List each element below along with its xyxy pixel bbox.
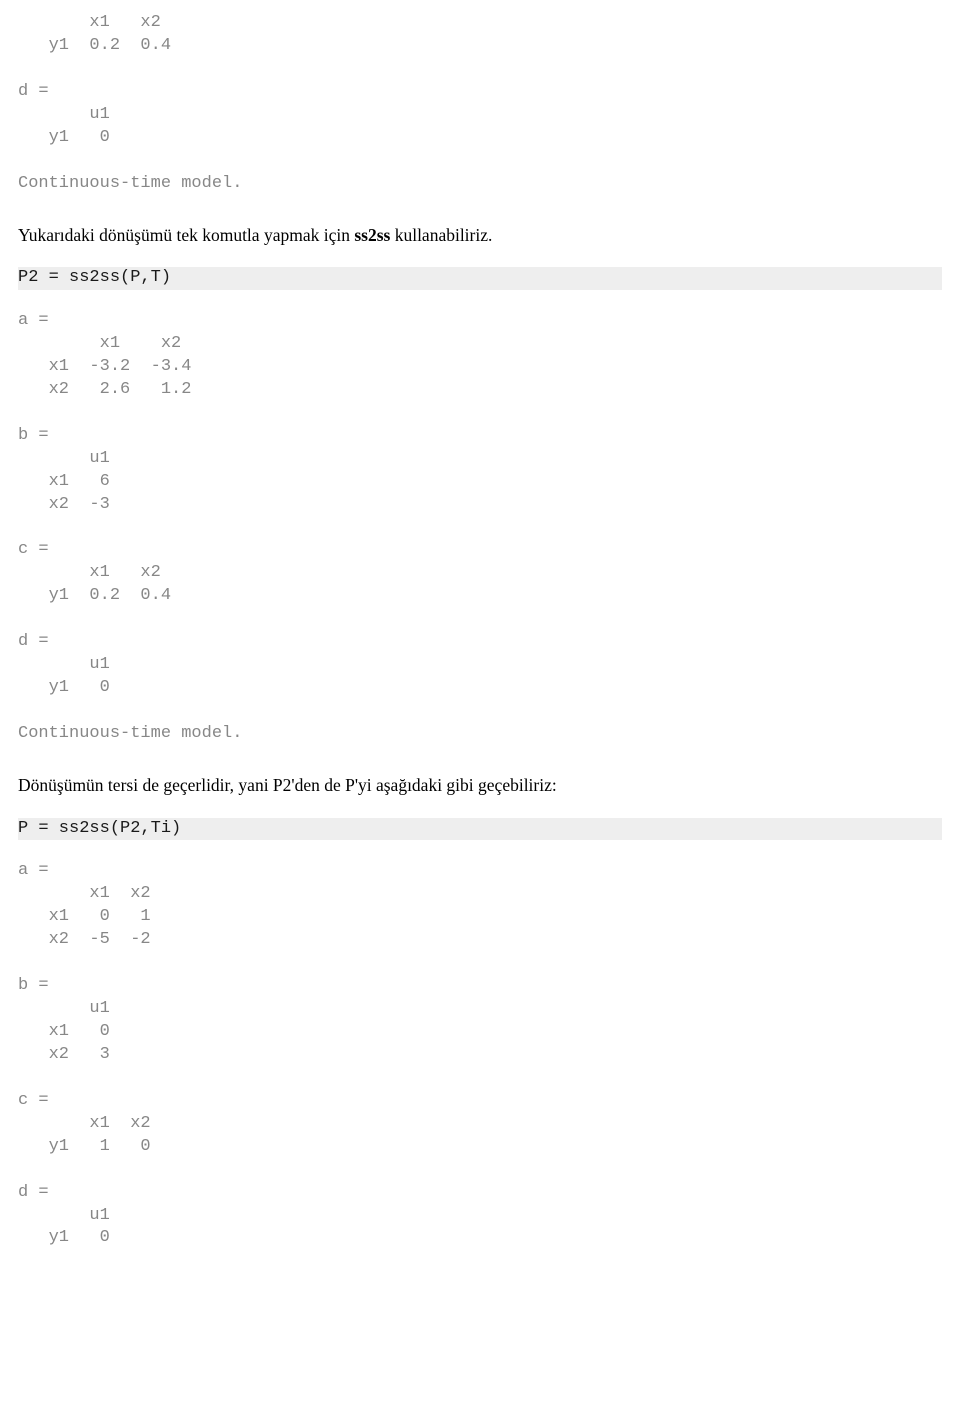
output-block-3: a = x1 x2 x1 0 1 x2 -5 -2 b = u1 x1 0 x2… bbox=[18, 860, 942, 1250]
output-block-1: x1 x2 y1 0.2 0.4 d = u1 y1 0 Continuous-… bbox=[18, 12, 942, 196]
output-block-2: a = x1 x2 x1 -3.2 -3.4 x2 2.6 1.2 b = u1… bbox=[18, 310, 942, 746]
command-line-1: P2 = ss2ss(P,T) bbox=[18, 267, 942, 290]
text: Yukarıdaki dönüşümü tek komutla yapmak i… bbox=[18, 225, 354, 245]
explanation-2: Dönüşümün tersi de geçerlidir, yani P2'd… bbox=[18, 774, 942, 798]
explanation-1: Yukarıdaki dönüşümü tek komutla yapmak i… bbox=[18, 224, 942, 248]
command-line-2: P = ss2ss(P2,Ti) bbox=[18, 818, 942, 841]
text: kullanabiliriz. bbox=[390, 225, 492, 245]
keyword-ss2ss: ss2ss bbox=[354, 225, 390, 245]
